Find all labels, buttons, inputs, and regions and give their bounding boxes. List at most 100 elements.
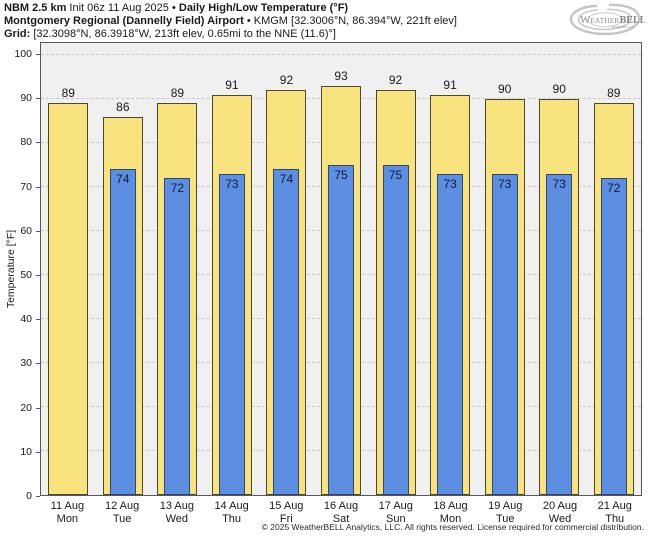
low-bar [600,178,627,495]
y-tick-label-80: 80 [20,136,32,149]
y-tick-mark-0 [36,496,40,497]
low-bar [491,173,518,495]
x-tick-date: 18 Aug [433,500,468,512]
plot-area: 89 86 74 89 72 91 73 92 74 93 75 92 75 91 73 90 73 90 73 89… [40,42,642,496]
y-tick-label-40: 40 [20,313,32,326]
y-tick-mark-90 [36,98,40,100]
x-tick-day: Mon [439,513,462,525]
low-value-label: 74 [279,172,294,187]
y-tick-label-20: 20 [20,401,32,414]
svg-text:WEATHERBELL: WEATHERBELL [580,14,645,26]
low-bar [164,178,191,495]
x-tick-label-14-aug: 14 Aug Thu [204,500,259,526]
x-tick-date: 14 Aug [214,500,249,512]
x-tick-label-15-aug: 15 Aug Fri [259,500,314,526]
y-tick-label-50: 50 [20,268,32,281]
low-bar [546,173,573,495]
bar-group-12-aug: 86 74 [96,43,151,495]
weatherbell-logo: WEATHERBELL Analytics LLC [565,1,647,39]
x-tick-label-17-aug: 17 Aug Sun [368,500,423,526]
high-bar [48,103,89,495]
y-tick-label-60: 60 [20,224,32,237]
x-tick-day: Sat [332,513,350,525]
low-bar [437,173,464,495]
x-tick-label-18-aug: 18 Aug Mon [423,500,478,526]
copyright-notice: © 2025 WeatherBELL Analytics, LLC. All r… [261,522,644,532]
low-value-label: 72 [607,181,621,196]
x-tick-day: Sun [385,513,406,525]
x-tick-date: 17 Aug [378,500,413,512]
x-tick-day: Wed [165,513,189,525]
gridline-100 [41,53,641,55]
x-tick-date: 12 Aug [104,500,140,512]
x-tick-date: 11 Aug [50,500,85,512]
x-tick-day: Thu [222,513,242,525]
low-value-label: 73 [225,176,239,191]
x-tick-label-11-aug: 11 Aug Mon [40,500,95,526]
bar-group-13-aug: 89 72 [150,43,205,495]
y-tick-mark-40 [36,319,40,321]
low-bar [328,164,354,495]
chart-title: Daily High/Low Temperature (°F) [178,2,349,14]
y-tick-label-100: 100 [14,47,32,60]
x-tick-label-21-aug: 21 Aug Thu [587,500,642,526]
low-bar [382,164,409,495]
low-bar [273,169,300,495]
svg-text:Analytics LLC: Analytics LLC [612,25,634,29]
high-value-label: 93 [334,68,348,83]
low-value-label: 74 [116,172,130,187]
high-value-label: 91 [443,77,457,92]
high-value-label: 90 [552,81,566,96]
x-tick-day: Mon [56,513,79,525]
y-tick-mark-100 [36,53,40,55]
high-value-label: 89 [607,86,621,101]
y-tick-mark-10 [36,451,40,453]
x-tick-date: 20 Aug [542,500,578,512]
x-tick-day: Thu [605,513,625,525]
station-coords: • KMGM [32.3006°N, 86.394°W, 221ft elev] [243,15,457,27]
x-tick-day: Wed [548,513,572,525]
y-tick-label-0: 0 [26,490,32,502]
y-tick-mark-50 [36,274,40,276]
y-tick-mark-70 [36,186,40,188]
grid-label: Grid: [4,28,31,40]
x-tick-day: Fri [279,513,293,525]
header-line-1: NBM 2.5 km Init 06z 11 Aug 2025 • Daily … [4,2,457,15]
bar-group-15-aug: 92 74 [259,43,314,495]
y-tick-mark-80 [36,142,40,144]
station-name: Montgomery Regional (Dannelly Field) Air… [4,15,244,27]
x-tick-day: Tue [112,513,132,525]
low-value-label: 75 [388,167,403,182]
x-tick-date: 19 Aug [488,500,523,512]
init-time: Init 06z 11 Aug 2025 • [66,2,179,14]
high-value-label: 92 [279,73,294,88]
x-axis-labels: 11 Aug Mon 12 Aug Tue 13 Aug Wed 14 Aug Thu 15 A… [40,500,642,526]
low-value-label: 73 [552,176,566,191]
x-tick-date: 21 Aug [597,500,632,512]
low-value-label: 72 [170,181,185,196]
y-tick-mark-30 [36,363,40,365]
header-line-2: Montgomery Regional (Dannelly Field) Air… [4,15,457,28]
high-value-label: 91 [225,77,239,92]
model-name: NBM 2.5 km [4,2,67,14]
x-tick-label-16-aug: 16 Aug Sat [314,500,369,526]
bar-group-19-aug: 90 73 [477,43,532,495]
weatherbell-swirl-icon: WEATHERBELL Analytics LLC [569,3,647,36]
x-tick-date: 15 Aug [269,500,304,512]
bar-group-20-aug: 90 73 [532,43,587,495]
y-tick-mark-20 [36,407,40,409]
header-line-3: Grid: [32.3098°N, 86.3918°W, 213ft elev,… [4,28,457,41]
y-tick-label-70: 70 [20,180,32,193]
low-value-label: 73 [497,176,512,191]
grid-coords: [32.3098°N, 86.3918°W, 213ft elev, 0.65m… [30,28,336,40]
low-value-label: 75 [334,167,348,182]
bar-group-21-aug: 89 72 [586,43,641,495]
y-tick-label-90: 90 [20,92,32,105]
x-tick-date: 13 Aug [159,500,194,512]
x-tick-label-13-aug: 13 Aug Wed [149,500,204,526]
x-tick-label-12-aug: 12 Aug Tue [95,500,150,526]
low-value-label: 73 [443,176,457,191]
x-tick-label-19-aug: 19 Aug Tue [478,500,533,526]
x-tick-label-20-aug: 20 Aug Wed [533,500,588,526]
